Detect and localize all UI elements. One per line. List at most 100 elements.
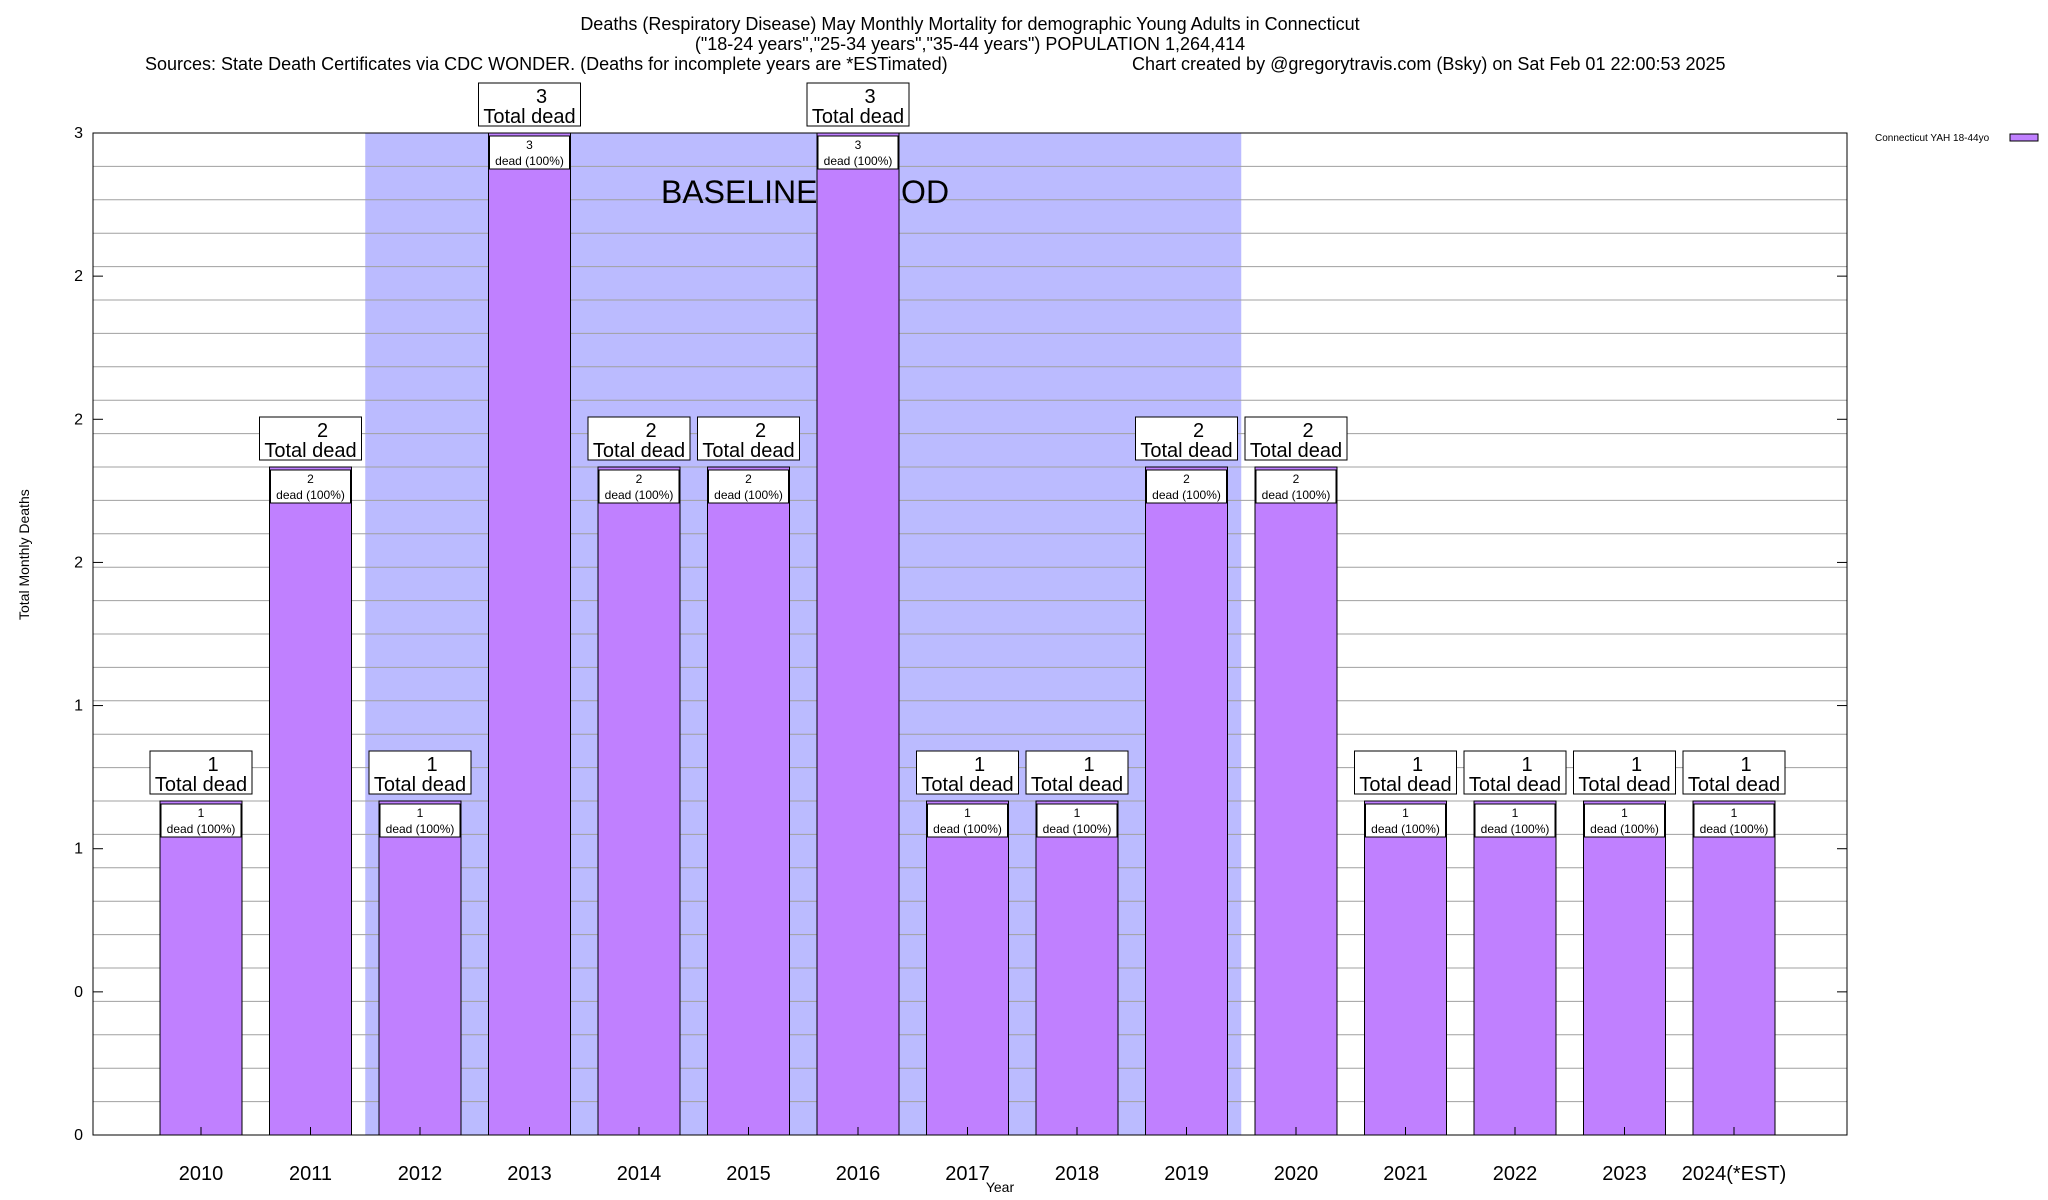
bar-total-label: Total dead [1359,774,1451,796]
bar-total-label-box [478,82,581,127]
x-tick-label: 2017 [945,1163,990,1185]
chart-sources-line: Sources: State Death Certificates via CD… [145,54,948,74]
bar [378,800,462,1136]
x-tick-label: 2023 [1602,1163,1647,1185]
bar-total-count: 1 [1083,754,1094,776]
bar-inner-label: dead (100%) [276,488,345,502]
bar-inner-count: 1 [1074,806,1081,820]
bar-inner-count: 1 [964,806,971,820]
bar-inner-count: 1 [198,806,205,820]
y-tick-label: 0 [74,1127,83,1144]
bar-total-label: Total dead [483,106,575,128]
bar-inner-label: dead (100%) [1043,822,1112,836]
y-tick-label: 1 [74,698,83,715]
x-tick-label: 2018 [1055,1163,1100,1185]
bar-total-label: Total dead [1140,440,1232,462]
bar-inner-count: 2 [745,472,752,486]
bar-inner-label-box [927,803,1008,838]
bar-inner-count: 3 [855,138,862,152]
bar-total-label-box [697,416,800,461]
y-axis-label: Total Monthly Deaths [16,489,32,620]
bar-total-count: 2 [1302,420,1313,442]
bar-total-label: Total dead [155,774,247,796]
bar-total-label-box [1573,750,1676,795]
bar-total-label-box [1135,416,1238,461]
x-tick-label: 2020 [1274,1163,1319,1185]
bar-inner-label: dead (100%) [386,822,455,836]
bar-total-count: 1 [1740,754,1751,776]
bar-total-label: Total dead [1469,774,1561,796]
bar-inner-label-box [708,469,789,504]
bar-total-label: Total dead [812,106,904,128]
y-tick-label: 0 [74,984,83,1001]
bar [707,466,790,1136]
bar-inner-label-box [1584,803,1665,838]
bar-total-label: Total dead [1688,774,1780,796]
x-tick-label: 2016 [836,1163,881,1185]
bar-total-label: Total dead [593,440,685,462]
bar-total-count: 1 [1412,754,1423,776]
bar-total-label: Total dead [921,774,1013,796]
bar [269,466,352,1136]
bar-total-label: Total dead [1578,774,1670,796]
x-tick-label: 2010 [179,1163,224,1185]
bar-total-count: 1 [1521,754,1532,776]
bar-inner-label-box [817,135,899,170]
bar [159,800,243,1136]
bar-inner-label-box [598,469,680,504]
bar-total-label-box [1244,416,1348,461]
bar-total-count: 2 [1193,420,1204,442]
bar [597,466,681,1136]
bar-inner-count: 1 [1402,806,1409,820]
bar-inner-count: 2 [1183,472,1190,486]
x-tick-label: 2024(*EST) [1682,1163,1787,1185]
x-tick-label: 2012 [398,1163,443,1185]
x-tick-label: 2015 [726,1163,771,1185]
bar-inner-count: 1 [1731,806,1738,820]
bar [1145,466,1228,1136]
bar-inner-label: dead (100%) [167,822,236,836]
bar-inner-count: 3 [526,138,533,152]
bar-total-label: Total dead [374,774,466,796]
bar-inner-label-box [1146,469,1227,504]
bar-total-label: Total dead [1031,774,1123,796]
x-tick-label: 2022 [1493,1163,1538,1185]
bar-inner-count: 1 [1512,806,1519,820]
x-tick-label: 2021 [1383,1163,1428,1185]
y-tick-label: 2 [74,411,83,428]
bar-inner-label: dead (100%) [1590,822,1659,836]
baseline-period-label: BASELINE PERIOD [661,174,949,210]
bar-inner-label-box [1365,803,1446,838]
bar-inner-label-box [489,135,570,170]
bar-inner-label-box [1693,803,1775,838]
bar [816,132,900,1136]
bar-total-count: 1 [207,754,218,776]
bar-inner-label: dead (100%) [933,822,1002,836]
x-tick-label: 2011 [289,1163,332,1185]
bar-total-label-box [587,416,691,461]
y-tick-label: 3 [74,125,83,142]
bar-total-label-box [1025,750,1129,795]
bar-total-label-box [368,750,472,795]
bar-inner-label: dead (100%) [495,154,564,168]
bar-total-label-box [916,750,1019,795]
bar-inner-label: dead (100%) [1152,488,1221,502]
bar-inner-label-box [270,469,351,504]
bar-inner-label: dead (100%) [1481,822,1550,836]
bar [1583,800,1666,1136]
bar-inner-label-box [1255,469,1337,504]
bar [1035,800,1119,1136]
bar-inner-label-box [160,803,242,838]
x-tick-label: 2019 [1164,1163,1209,1185]
bar-total-label-box [259,416,362,461]
bar-total-label: Total dead [264,440,356,462]
bar-total-count: 1 [974,754,985,776]
bar-inner-label-box [1036,803,1118,838]
bar-total-label-box [149,750,253,795]
legend-label: Connecticut YAH 18-44yo [1875,133,1990,144]
x-tick-label: 2014 [617,1163,662,1185]
bar-total-label-box [1354,750,1457,795]
bar-total-count: 1 [1631,754,1642,776]
bar [1254,466,1338,1136]
